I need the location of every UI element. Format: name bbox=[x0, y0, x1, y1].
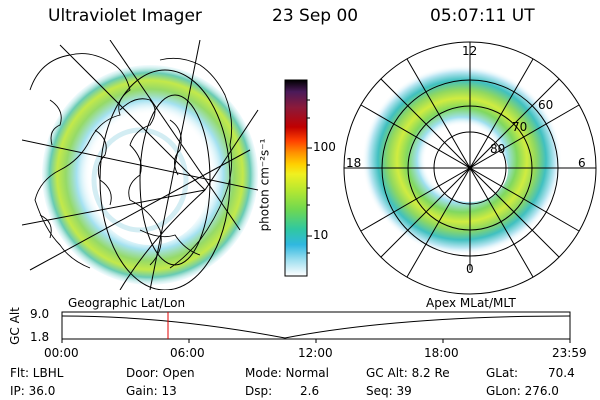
colorbar-unit-label: photon cm⁻²s⁻¹ bbox=[257, 138, 272, 232]
glat-info-label: GLat: bbox=[486, 366, 519, 380]
altitude-plot bbox=[61, 311, 571, 343]
mode-info: Mode: Normal bbox=[245, 366, 329, 380]
mlat-label-60: 60 bbox=[538, 98, 554, 112]
mlt-label-18: 18 bbox=[346, 156, 362, 170]
dsp-info-value: 2.6 bbox=[300, 384, 320, 398]
time-tick-0600: 06:00 bbox=[170, 346, 205, 360]
glat-info-value: 70.4 bbox=[548, 366, 575, 380]
filter-info: Flt: LBHL bbox=[10, 366, 64, 380]
geographic-map bbox=[22, 40, 259, 290]
door-info: Door: Open bbox=[126, 366, 195, 380]
colorbar bbox=[284, 79, 308, 277]
time-tick-1200: 12:00 bbox=[298, 346, 333, 360]
polar-plot bbox=[343, 41, 597, 295]
time-tick-1800: 18:00 bbox=[424, 346, 459, 360]
colorbar-tick-10: 10 bbox=[313, 228, 329, 242]
lat-lon-grid bbox=[22, 40, 259, 290]
mlat-label-80: 80 bbox=[490, 142, 506, 156]
time-tick-2359: 23:59 bbox=[552, 346, 587, 360]
ip-info: IP: 36.0 bbox=[10, 384, 56, 398]
mlt-label-12: 12 bbox=[462, 44, 478, 58]
time-label: 05:07:11 UT bbox=[430, 6, 535, 26]
altitude-ytick-top: 9.0 bbox=[30, 307, 50, 321]
geographic-caption: Geographic Lat/Lon bbox=[68, 296, 186, 310]
mlt-label-0: 0 bbox=[466, 262, 474, 276]
apex-caption: Apex MLat/MLT bbox=[426, 296, 516, 310]
time-tick-0000: 00:00 bbox=[44, 346, 79, 360]
glon-info: GLon: 276.0 bbox=[486, 384, 559, 398]
seq-info: Seq: 39 bbox=[366, 384, 412, 398]
colorbar-ticks bbox=[307, 99, 312, 254]
mlt-spokes bbox=[344, 42, 596, 278]
mlt-label-6: 6 bbox=[578, 156, 586, 170]
colorbar-tick-100: 100 bbox=[313, 140, 336, 154]
dsp-info-label: Dsp: bbox=[245, 384, 273, 398]
mlat-label-70: 70 bbox=[512, 120, 528, 134]
gc-alt-info: GC Alt: 8.2 Re bbox=[366, 366, 450, 380]
gain-info: Gain: 13 bbox=[126, 384, 177, 398]
page-title: Ultraviolet Imager bbox=[48, 6, 202, 26]
altitude-ytick-bottom: 1.8 bbox=[30, 330, 50, 344]
altitude-curve bbox=[61, 315, 571, 339]
date-label: 23 Sep 00 bbox=[272, 6, 359, 26]
altitude-ylabel: GC Alt bbox=[7, 307, 22, 345]
